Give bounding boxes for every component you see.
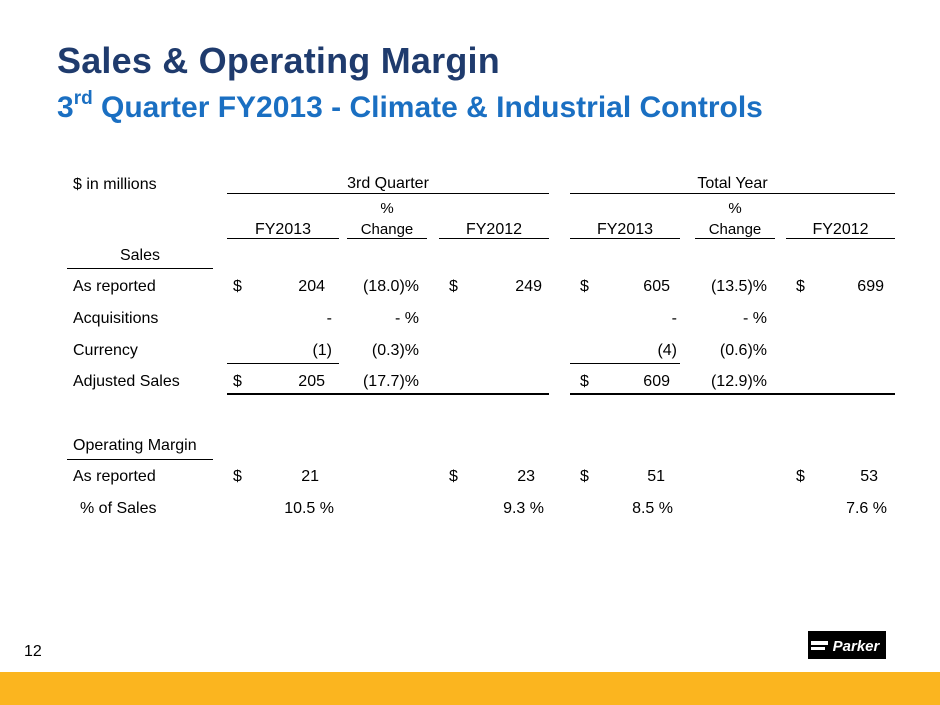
dollar-sign: $ (580, 278, 589, 295)
page-title: Sales & Operating Margin (57, 40, 500, 81)
cell-q-fy2013: 10.5 % (284, 500, 334, 517)
cell-y-fy2013: 609 (643, 373, 670, 390)
cell-q-fy2013: (1) (312, 342, 332, 359)
col-header-q-pct: % (380, 200, 394, 217)
dollar-sign: $ (580, 373, 589, 390)
cell-y-change: - % (743, 310, 767, 327)
cell-y-change: (0.6)% (719, 342, 767, 359)
group-header-3rd-quarter: 3rd Quarter (347, 175, 429, 192)
col-header-y-pct: % (728, 200, 742, 217)
cell-q-change: (0.3)% (371, 342, 419, 359)
cell-q-fy2012: 23 (517, 468, 535, 485)
section-sales: Sales (119, 247, 161, 264)
dollar-sign: $ (449, 278, 458, 295)
section-operating-margin: Operating Margin (73, 437, 197, 454)
cell-y-fy2012: 7.6 % (846, 500, 887, 517)
col-rule (227, 238, 339, 239)
col-header-q-fy2013: FY2013 (254, 221, 312, 238)
row-label: Currency (73, 342, 138, 359)
row-label: % of Sales (80, 500, 157, 517)
cell-q-fy2013: 21 (301, 468, 319, 485)
header-rule-q3 (227, 193, 549, 194)
col-rule (695, 238, 775, 239)
dollar-sign: $ (233, 278, 242, 295)
bottom-accent-bar (0, 672, 940, 705)
cell-y-change: (13.5)% (710, 278, 767, 295)
dollar-sign: $ (796, 278, 805, 295)
total-rule-year (570, 393, 895, 395)
cell-y-fy2012: 699 (857, 278, 884, 295)
page-subtitle: 3rd Quarter FY2013 - Climate & Industria… (57, 88, 763, 124)
cell-q-change: (18.0)% (362, 278, 419, 295)
col-header-q-change: Change (360, 221, 414, 238)
cell-q-change: (17.7)% (362, 373, 419, 390)
subtotal-rule (570, 363, 680, 364)
page-number: 12 (24, 643, 42, 660)
cell-y-change: (12.9)% (710, 373, 767, 390)
svg-text:Parker: Parker (833, 638, 881, 655)
dollar-sign: $ (796, 468, 805, 485)
dollar-sign: $ (233, 373, 242, 390)
subtotal-rule (227, 363, 339, 364)
cell-q-fy2012: 9.3 % (503, 500, 544, 517)
cell-y-fy2013: (4) (657, 342, 677, 359)
group-header-total-year: Total Year (697, 175, 768, 192)
col-rule (570, 238, 680, 239)
col-rule (347, 238, 427, 239)
parker-logo: Parker (808, 631, 886, 659)
col-header-y-fy2012: FY2012 (812, 221, 869, 238)
dollar-sign: $ (233, 468, 242, 485)
units-label: $ in millions (73, 176, 157, 193)
cell-y-fy2013: 605 (643, 278, 670, 295)
dollar-sign: $ (580, 468, 589, 485)
cell-q-fy2013: - (326, 310, 332, 327)
cell-y-fy2013: 51 (647, 468, 665, 485)
row-label: Acquisitions (73, 310, 159, 327)
col-rule (786, 238, 895, 239)
row-label: As reported (73, 278, 156, 295)
cell-y-fy2013: 8.5 % (632, 500, 673, 517)
dollar-sign: $ (449, 468, 458, 485)
col-header-q-fy2012: FY2012 (465, 221, 523, 238)
cell-y-fy2013: - (671, 310, 677, 327)
total-rule-q3 (227, 393, 549, 395)
cell-q-fy2012: 249 (515, 278, 542, 295)
section-rule (67, 459, 213, 460)
col-rule (439, 238, 549, 239)
row-label: Adjusted Sales (73, 373, 180, 390)
section-rule (67, 268, 213, 269)
cell-y-fy2012: 53 (860, 468, 878, 485)
header-rule-year (570, 193, 895, 194)
cell-q-change: - % (395, 310, 419, 327)
cell-q-fy2013: 204 (298, 278, 325, 295)
row-label: As reported (73, 468, 156, 485)
col-header-y-fy2013: FY2013 (596, 221, 654, 238)
col-header-y-change: Change (708, 221, 762, 238)
cell-q-fy2013: 205 (298, 373, 325, 390)
